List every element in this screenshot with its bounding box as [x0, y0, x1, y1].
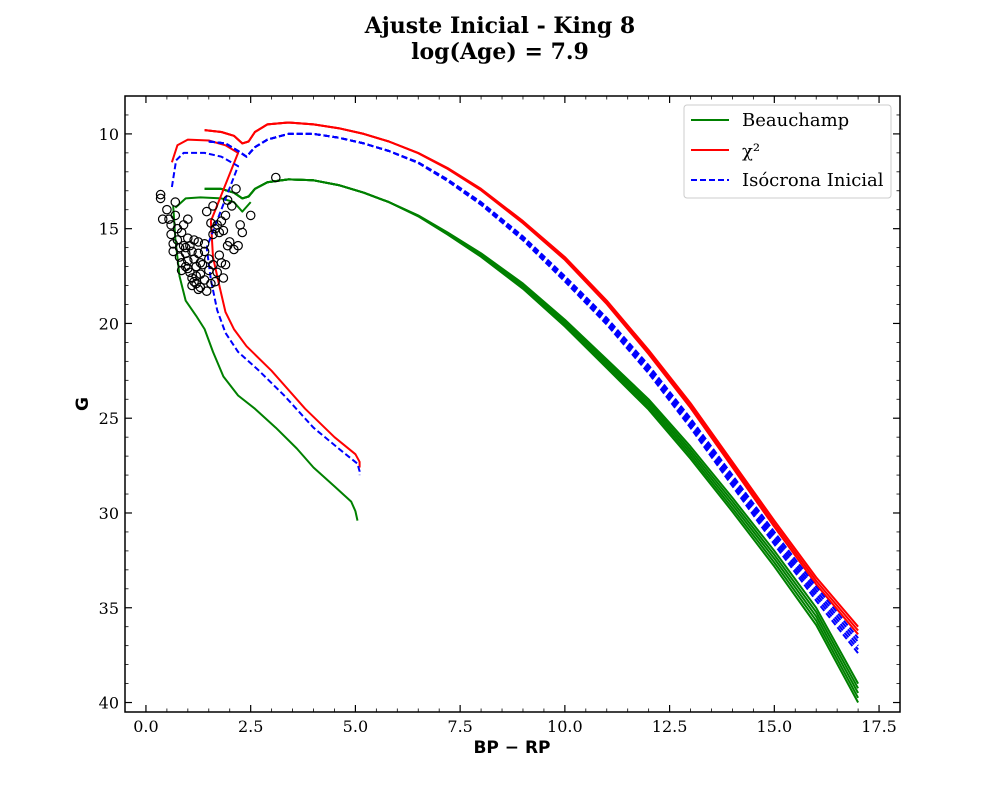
star-point [233, 240, 243, 251]
y-axis-ticks: 10 15 20 25 30 35 40 [99, 114, 900, 713]
star-point [170, 210, 181, 221]
star-point [183, 263, 193, 274]
star-point [193, 248, 204, 259]
star-point [191, 271, 201, 281]
chart-subtitle: log(Age) = 7.9 [411, 39, 589, 65]
star-point [218, 273, 229, 283]
star-point [210, 276, 220, 287]
star-point [193, 237, 204, 247]
star-point [201, 286, 212, 296]
star-point [208, 201, 218, 211]
star-point [193, 284, 204, 295]
star-point [199, 275, 210, 285]
series-branch-beauchamp [174, 196, 252, 213]
y-tick-label: 35 [99, 599, 119, 618]
x-tick-label: 0.0 [133, 717, 158, 736]
series-branch-chi2 [170, 138, 361, 468]
star-point [227, 201, 237, 211]
series-line-isocrona-inicial [208, 132, 859, 654]
star-point [195, 257, 206, 268]
star-point [176, 265, 187, 276]
y-tick-label: 40 [99, 694, 119, 713]
y-tick-label: 15 [99, 220, 119, 239]
series-line-isocrona-inicial [208, 132, 859, 643]
plot-frame [124, 95, 901, 713]
y-tick-label: 30 [99, 504, 119, 523]
star-point [183, 256, 193, 266]
x-tick-label: 5.0 [343, 717, 368, 736]
star-point [199, 239, 210, 249]
series-branch-isocrona-inicial [170, 151, 361, 476]
y-tick-label: 20 [99, 314, 119, 333]
x-tick-label: 10.0 [547, 717, 583, 736]
star-point [164, 214, 174, 224]
x-tick-label: 17.5 [861, 717, 897, 736]
star-point [214, 250, 225, 260]
series-line-isocrona-inicial [208, 132, 859, 647]
series-line-beauchamp [204, 178, 859, 685]
x-tick-label: 2.5 [238, 717, 263, 736]
x-axis-label: BP − RP [473, 738, 550, 758]
legend-label-chi2: χ² [742, 141, 760, 162]
series-line-isocrona-inicial [208, 132, 859, 651]
star-point [270, 172, 281, 183]
star-point [224, 237, 235, 247]
series-line-beauchamp [204, 178, 859, 694]
y-tick-label: 25 [99, 409, 119, 428]
star-point [183, 214, 193, 224]
star-point [245, 210, 256, 221]
star-point [212, 267, 222, 278]
series-line-beauchamp [204, 178, 859, 703]
series-line-isocrona-inicial [208, 132, 859, 639]
y-tick-label: 10 [99, 125, 119, 144]
legend: Beauchamp χ² Isócrona Inicial [683, 104, 892, 199]
chart-title: Ajuste Inicial - King 8 [364, 13, 636, 39]
legend-label-isocrona-inicial: Isócrona Inicial [742, 170, 884, 191]
star-point [170, 197, 181, 207]
star-point [218, 225, 229, 236]
star-point [178, 220, 189, 230]
y-axis-label: G [73, 397, 93, 411]
series-line-chi2 [204, 121, 859, 635]
star-point [208, 259, 218, 270]
star-point [155, 193, 166, 204]
series-branch-beauchamp [172, 205, 359, 521]
star-point [220, 210, 231, 221]
star-point [155, 189, 166, 200]
star-point [231, 184, 241, 194]
legend-box [683, 104, 892, 199]
star-point [199, 246, 210, 257]
x-axis-ticks: 0.0 2.5 5.0 7.5 10.0 12.5 15.0 17.5 [133, 96, 897, 736]
x-tick-label: 12.5 [652, 717, 688, 736]
star-point [197, 259, 208, 270]
observed-stars [155, 172, 281, 296]
star-point [189, 276, 199, 287]
star-point [208, 229, 218, 240]
series-line-beauchamp [204, 178, 859, 699]
x-tick-label: 7.5 [447, 717, 472, 736]
star-point [180, 242, 191, 253]
star-point [237, 227, 248, 238]
x-tick-label: 15.0 [757, 717, 793, 736]
star-point [201, 206, 212, 217]
series-line-chi2 [204, 121, 859, 632]
legend-label-beauchamp: Beauchamp [742, 110, 849, 131]
series-line-beauchamp [204, 178, 859, 689]
star-point [157, 214, 168, 224]
isochrone-curves [170, 121, 859, 703]
star-point [162, 204, 172, 215]
star-point [166, 229, 176, 240]
